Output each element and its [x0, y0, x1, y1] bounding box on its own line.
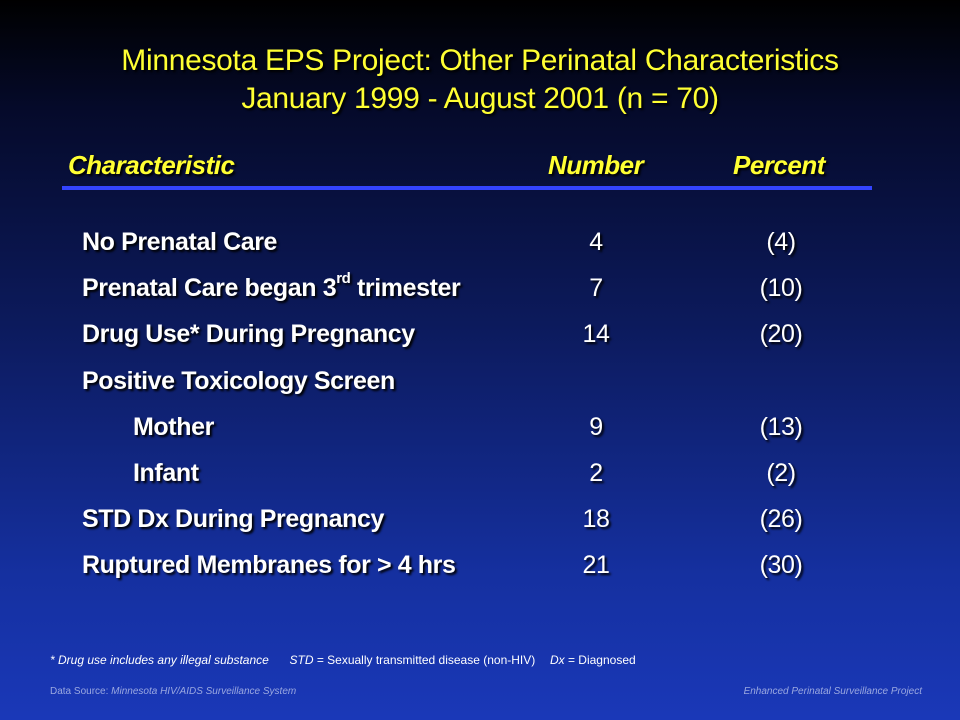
row-percent: (4) — [766, 228, 796, 256]
data-source-prefix: Data Source: — [50, 686, 112, 697]
data-source-name: Minnesota HIV/AIDS Surveillance System — [111, 686, 297, 697]
row-number: 7 — [589, 274, 603, 302]
row-label: Ruptured Membranes for > 4 hrs — [82, 551, 456, 579]
table-row: No Prenatal Care 4 (4) — [0, 222, 960, 262]
footnote-std-def: = Sexually transmitted disease (non-HIV) — [313, 653, 536, 667]
data-source: Data Source: Minnesota HIV/AIDS Surveill… — [50, 686, 296, 697]
ordinal-superscript: rd — [336, 270, 351, 287]
row-percent: (13) — [759, 413, 803, 441]
row-label: Infant — [133, 459, 199, 487]
row-percent: (10) — [759, 274, 803, 302]
row-label: No Prenatal Care — [82, 228, 278, 256]
row-percent: (20) — [759, 320, 803, 348]
row-percent: (2) — [766, 459, 796, 487]
header-percent: Percent — [733, 150, 825, 180]
row-label: Prenatal Care began 3rd trimester — [82, 270, 461, 302]
project-name: Enhanced Perinatal Surveillance Project — [743, 686, 922, 697]
slide-title: Minnesota EPS Project: Other Perinatal C… — [0, 42, 960, 118]
row-number: 18 — [582, 505, 610, 533]
row-label: STD Dx During Pregnancy — [82, 505, 384, 533]
footnote-std-abbr: STD — [289, 653, 314, 667]
footnote: * Drug use includes any illegal substanc… — [50, 653, 636, 667]
table-row: Mother 9 (13) — [0, 407, 960, 447]
table-row: Drug Use* During Pregnancy 14 (20) — [0, 314, 960, 354]
table-row: Prenatal Care began 3rd trimester 7 (10) — [0, 268, 960, 308]
table-row: STD Dx During Pregnancy 18 (26) — [0, 499, 960, 539]
footnote-dx-abbr: Dx — [549, 653, 565, 667]
row-label: Positive Toxicology Screen — [82, 367, 395, 395]
row-percent: (30) — [759, 551, 803, 579]
header-number: Number — [548, 150, 644, 180]
title-line-2: January 1999 - August 2001 (n = 70) — [241, 82, 719, 115]
row-number: 21 — [582, 551, 610, 579]
table-row: Ruptured Membranes for > 4 hrs 21 (30) — [0, 545, 960, 585]
row-percent: (26) — [759, 505, 803, 533]
table-row: Infant 2 (2) — [0, 453, 960, 493]
row-number: 2 — [589, 459, 603, 487]
row-number: 14 — [582, 320, 610, 348]
header-characteristic: Characteristic — [68, 150, 235, 180]
row-number: 4 — [589, 228, 603, 256]
row-number: 9 — [589, 413, 603, 441]
row-label: Drug Use* During Pregnancy — [82, 320, 415, 348]
header-divider — [62, 186, 872, 190]
footnote-dx-def: = Diagnosed — [564, 653, 636, 667]
title-line-1: Minnesota EPS Project: Other Perinatal C… — [121, 44, 839, 77]
table-row: Positive Toxicology Screen — [0, 361, 960, 401]
row-label: Mother — [133, 413, 214, 441]
footnote-drug: * Drug use includes any illegal substanc… — [50, 653, 269, 667]
